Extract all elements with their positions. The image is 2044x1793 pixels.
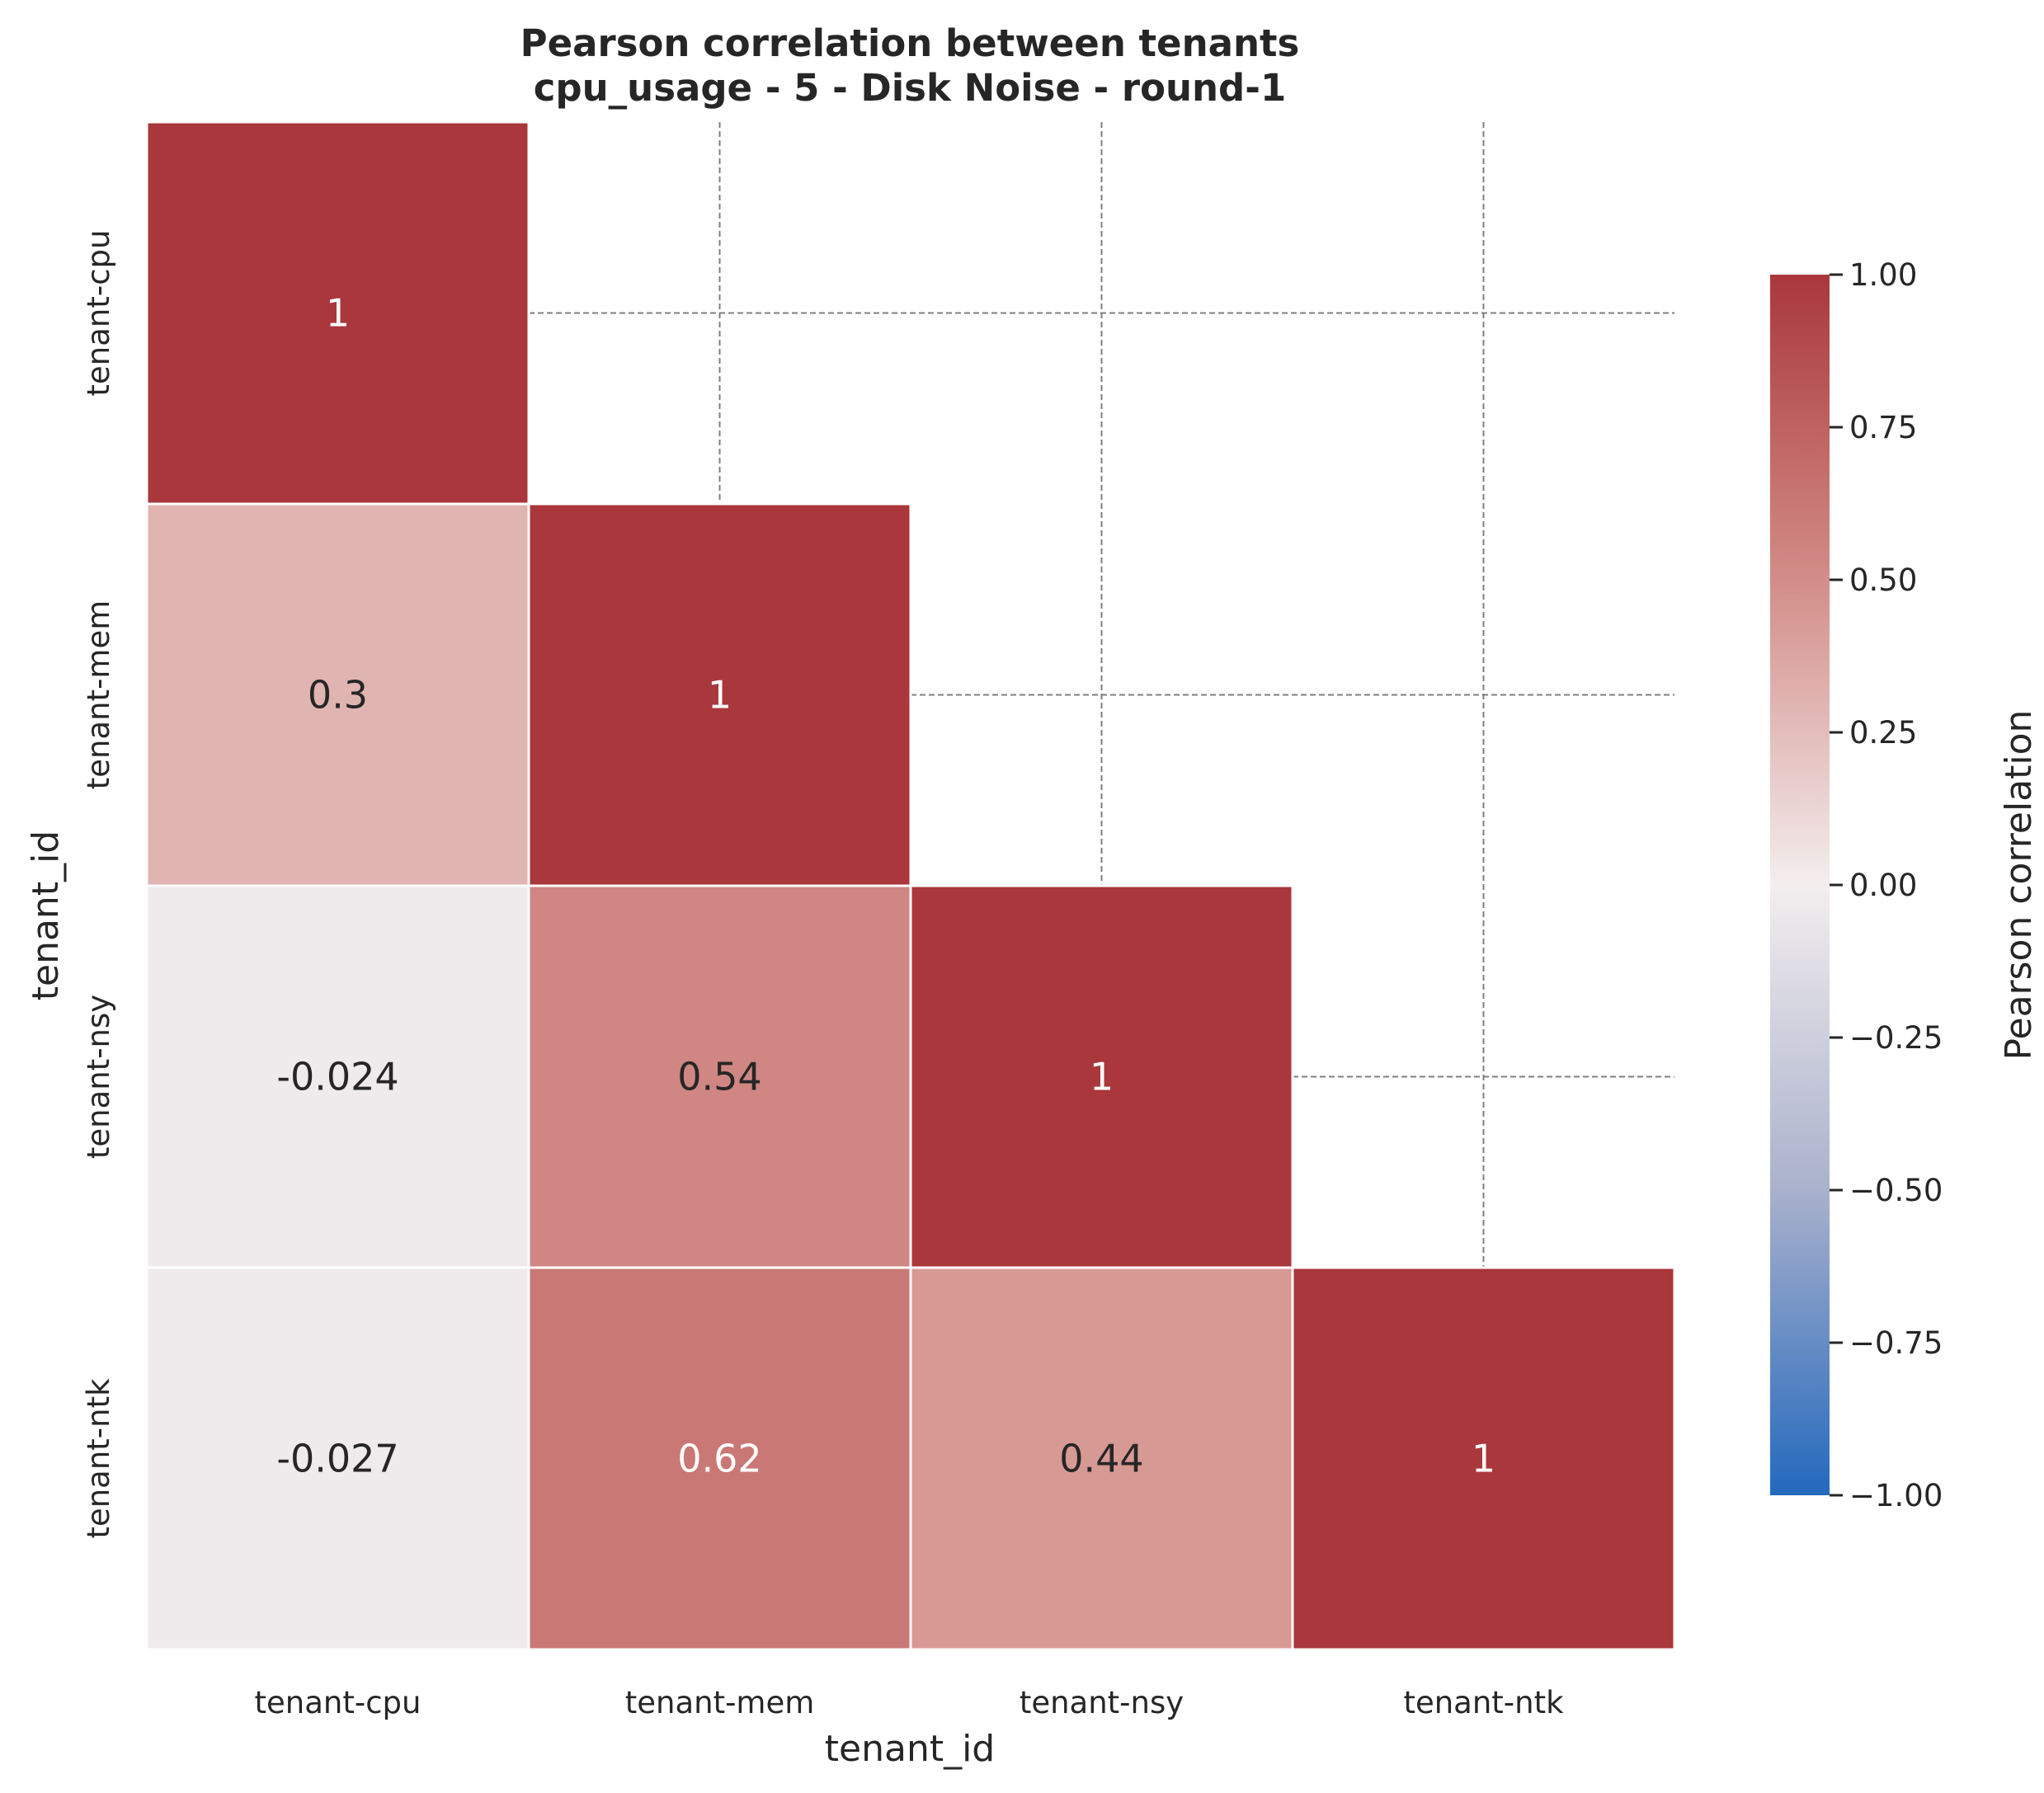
colorbar-tick-label: 0.75 [1849, 410, 1917, 445]
cell-value-label: -0.027 [276, 1437, 398, 1481]
heatmap-cells: 1 0.3 1 -0.024 0.54 1 -0.027 0.62 0.44 1 [145, 120, 1676, 1651]
y-axis-label: tenant_id [25, 831, 67, 1000]
colorbar-tick-label: 0.50 [1849, 562, 1917, 598]
cell-value-label: 1 [1090, 1055, 1114, 1099]
cell-value-label: -0.024 [276, 1055, 398, 1099]
cell-value-label: 0.44 [1059, 1437, 1143, 1481]
y-tick-label: tenant-ntk [81, 1378, 116, 1539]
y-tick-label: tenant-nsy [81, 995, 116, 1159]
colorbar-tick-label: −0.25 [1849, 1020, 1943, 1056]
y-tick-labels: tenant-cpu tenant-mem tenant-nsy tenant-ntk [81, 230, 116, 1539]
cell-value-label: 1 [326, 291, 350, 336]
heatmap-cell [145, 884, 530, 1269]
colorbar-tick-label: −0.75 [1849, 1325, 1943, 1361]
colorbar-ticks: 1.00 0.75 0.50 0.25 0.00 −0.25 −0.50 −0.75 −1.00 [1830, 257, 1943, 1513]
x-tick-label: tenant-nsy [1020, 1685, 1184, 1720]
x-tick-label: tenant-mem [625, 1685, 815, 1720]
cell-value-label: 0.62 [677, 1437, 761, 1481]
heatmap-cell [1291, 1266, 1676, 1651]
heatmap-cell [909, 1266, 1294, 1651]
chart-subtitle: cpu_usage - 5 - Disk Noise - round-1 [534, 66, 1287, 110]
heatmap-cell [527, 502, 912, 887]
cell-value-label: 0.3 [308, 673, 368, 718]
heatmap-cell [527, 1266, 912, 1651]
colorbar-gradient [1770, 275, 1830, 1495]
colorbar-tick-label: 0.00 [1849, 868, 1917, 903]
heatmap-cell [527, 884, 912, 1269]
colorbar-label: Pearson correlation [1998, 710, 2040, 1061]
cell-value-label: 1 [708, 673, 732, 718]
cell-value-label: 0.54 [677, 1055, 761, 1099]
y-tick-label: tenant-cpu [81, 230, 116, 397]
x-tick-labels: tenant-cpu tenant-mem tenant-nsy tenant-ntk [255, 1685, 1565, 1720]
x-tick-label: tenant-ntk [1403, 1685, 1564, 1720]
colorbar-tick-label: 1.00 [1849, 257, 1917, 293]
colorbar-tick-label: 0.25 [1849, 715, 1917, 751]
colorbar-tick-label: −0.50 [1849, 1173, 1943, 1208]
heatmap-cell [145, 1266, 530, 1651]
x-tick-label: tenant-cpu [255, 1685, 422, 1720]
colorbar: 1.00 0.75 0.50 0.25 0.00 −0.25 −0.50 −0.75 −1.00… [1770, 257, 2040, 1513]
y-tick-label: tenant-mem [81, 600, 116, 790]
chart-title: Pearson correlation between tenants [520, 21, 1300, 65]
heatmap-cell [909, 884, 1294, 1269]
cell-value-label: 1 [1472, 1437, 1495, 1481]
x-axis-label: tenant_id [825, 1728, 995, 1770]
grid-lines [529, 122, 1674, 1268]
colorbar-tick-label: −1.00 [1849, 1478, 1943, 1513]
